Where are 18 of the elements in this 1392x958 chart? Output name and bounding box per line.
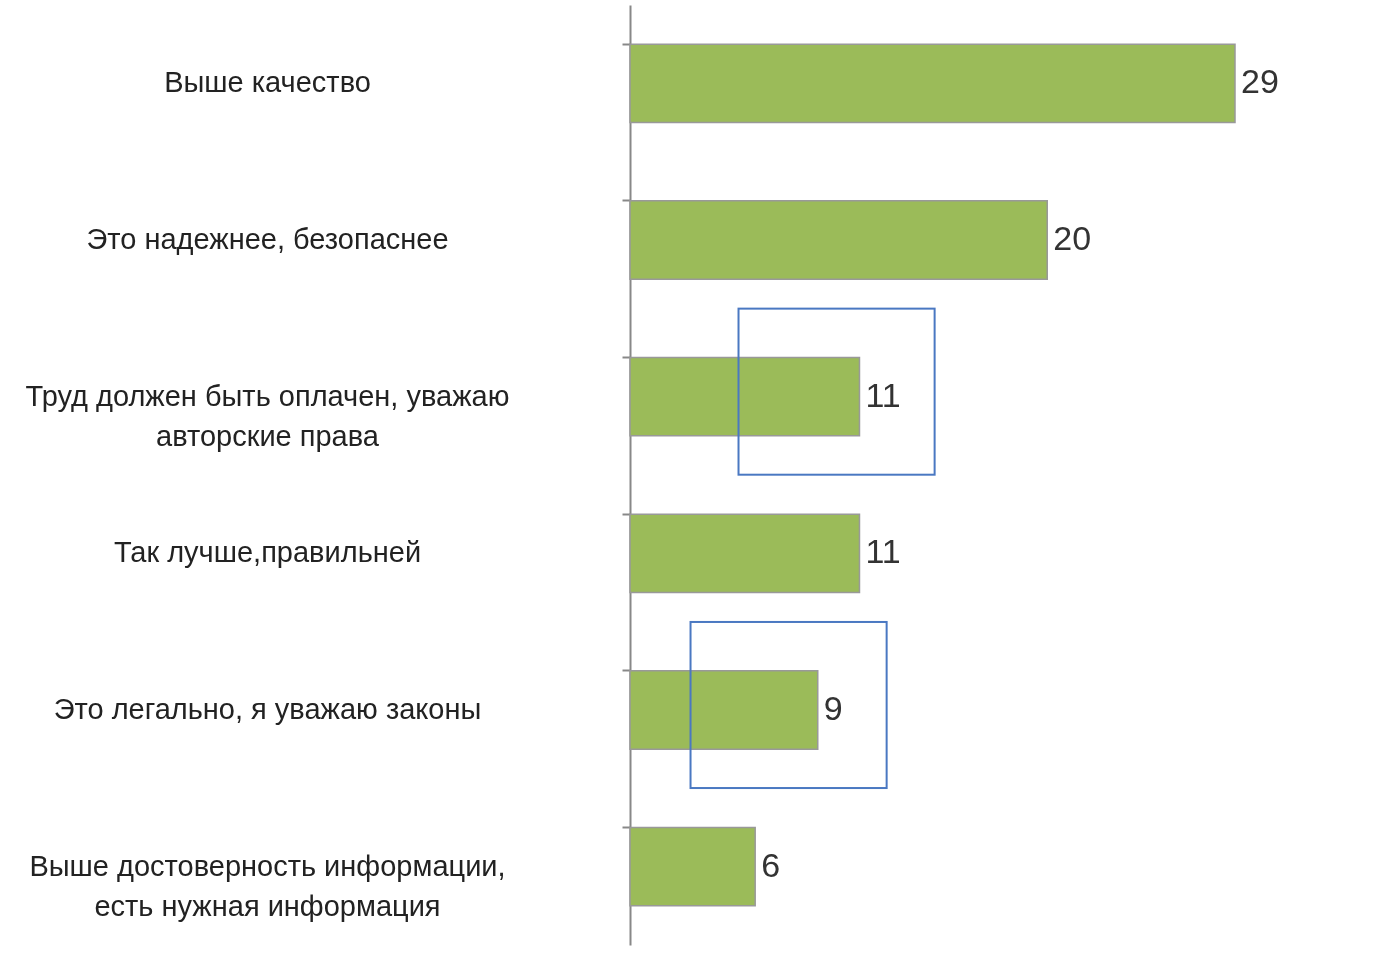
data-label: 11 xyxy=(865,532,901,571)
bar xyxy=(629,356,861,437)
data-label: 11 xyxy=(865,375,901,414)
data-label: 6 xyxy=(761,845,781,884)
bar xyxy=(629,826,756,907)
y-tick-label: Выше достоверность информации, есть нужная информация xyxy=(29,849,506,922)
bar xyxy=(629,513,861,594)
y-tick-label: Выше качество xyxy=(164,66,371,99)
data-label: 29 xyxy=(1241,62,1279,101)
bar xyxy=(629,200,1048,280)
y-tick-label: Труд должен быть оплачен, уважаю авторские права xyxy=(25,379,510,452)
y-tick-label: Так лучше,правильней xyxy=(113,536,422,569)
bar xyxy=(629,670,819,750)
bar xyxy=(629,43,1236,124)
data-label: 9 xyxy=(823,689,843,727)
data-label: 20 xyxy=(1053,219,1092,257)
y-tick-label: Это легально, я уважаю законы xyxy=(53,693,482,725)
y-tick-label: Это надежнее, безопаснее xyxy=(86,223,449,255)
